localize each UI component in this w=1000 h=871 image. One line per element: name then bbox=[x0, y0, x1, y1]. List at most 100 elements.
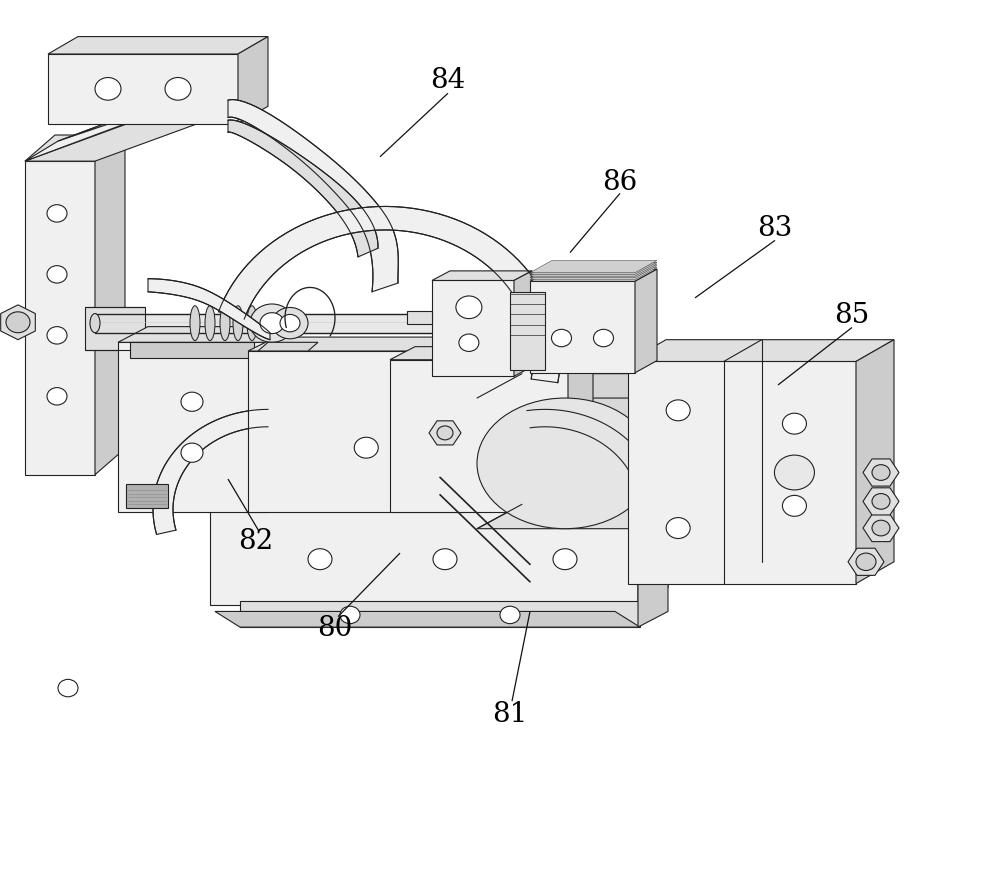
Ellipse shape bbox=[90, 314, 100, 333]
Circle shape bbox=[47, 327, 67, 344]
Circle shape bbox=[594, 329, 614, 347]
Circle shape bbox=[47, 205, 67, 222]
Polygon shape bbox=[215, 611, 640, 627]
Circle shape bbox=[6, 312, 30, 333]
Circle shape bbox=[433, 549, 457, 570]
Polygon shape bbox=[248, 337, 491, 351]
Circle shape bbox=[856, 553, 876, 571]
Circle shape bbox=[456, 296, 482, 319]
Polygon shape bbox=[530, 281, 635, 373]
Text: 84: 84 bbox=[430, 67, 466, 93]
Polygon shape bbox=[240, 601, 640, 627]
Polygon shape bbox=[432, 280, 514, 376]
Polygon shape bbox=[95, 314, 520, 333]
Ellipse shape bbox=[233, 306, 243, 341]
Polygon shape bbox=[228, 120, 378, 257]
Polygon shape bbox=[25, 89, 198, 161]
Text: 82: 82 bbox=[238, 529, 274, 555]
Ellipse shape bbox=[205, 306, 215, 341]
Circle shape bbox=[165, 78, 191, 100]
Polygon shape bbox=[635, 269, 657, 373]
Polygon shape bbox=[228, 99, 398, 292]
Text: 85: 85 bbox=[834, 302, 870, 328]
Polygon shape bbox=[530, 264, 657, 276]
Polygon shape bbox=[477, 504, 698, 529]
Text: 83: 83 bbox=[757, 215, 793, 241]
Polygon shape bbox=[608, 401, 668, 418]
Polygon shape bbox=[510, 292, 545, 370]
Text: 86: 86 bbox=[602, 170, 638, 196]
Circle shape bbox=[272, 307, 308, 339]
Polygon shape bbox=[248, 351, 463, 512]
Ellipse shape bbox=[261, 306, 271, 341]
Polygon shape bbox=[863, 488, 899, 515]
Polygon shape bbox=[219, 206, 560, 382]
Polygon shape bbox=[568, 347, 593, 512]
Circle shape bbox=[181, 392, 203, 411]
Polygon shape bbox=[266, 327, 296, 512]
Circle shape bbox=[782, 496, 806, 517]
Polygon shape bbox=[126, 484, 168, 508]
Polygon shape bbox=[25, 109, 238, 161]
Polygon shape bbox=[118, 342, 266, 512]
Polygon shape bbox=[258, 342, 318, 351]
Polygon shape bbox=[390, 360, 568, 512]
Polygon shape bbox=[863, 459, 899, 486]
Polygon shape bbox=[390, 347, 593, 360]
Circle shape bbox=[47, 266, 67, 283]
Polygon shape bbox=[530, 267, 657, 280]
Polygon shape bbox=[848, 548, 884, 576]
Polygon shape bbox=[48, 37, 268, 54]
Ellipse shape bbox=[247, 306, 257, 341]
Ellipse shape bbox=[522, 374, 698, 504]
Polygon shape bbox=[432, 271, 532, 280]
Circle shape bbox=[47, 388, 67, 405]
Ellipse shape bbox=[477, 398, 653, 529]
Circle shape bbox=[774, 455, 814, 490]
Circle shape bbox=[553, 549, 577, 570]
Polygon shape bbox=[530, 262, 657, 274]
Polygon shape bbox=[210, 490, 668, 510]
Polygon shape bbox=[58, 80, 238, 141]
Circle shape bbox=[552, 329, 572, 347]
Polygon shape bbox=[638, 490, 668, 605]
Polygon shape bbox=[85, 307, 145, 350]
Circle shape bbox=[340, 606, 360, 624]
Polygon shape bbox=[148, 279, 270, 340]
Circle shape bbox=[872, 494, 890, 510]
Polygon shape bbox=[118, 327, 296, 342]
Polygon shape bbox=[25, 135, 125, 161]
Polygon shape bbox=[514, 271, 532, 376]
Polygon shape bbox=[1, 305, 35, 340]
Polygon shape bbox=[130, 342, 254, 358]
Polygon shape bbox=[638, 401, 668, 627]
Circle shape bbox=[260, 313, 284, 334]
Circle shape bbox=[459, 334, 479, 352]
Circle shape bbox=[872, 520, 890, 536]
Polygon shape bbox=[477, 374, 698, 398]
Circle shape bbox=[354, 437, 378, 458]
Polygon shape bbox=[628, 340, 894, 361]
Circle shape bbox=[500, 606, 520, 624]
Circle shape bbox=[308, 549, 332, 570]
Ellipse shape bbox=[220, 306, 230, 341]
Polygon shape bbox=[407, 311, 432, 324]
Polygon shape bbox=[238, 37, 268, 124]
Circle shape bbox=[666, 400, 690, 421]
Polygon shape bbox=[463, 337, 491, 512]
Polygon shape bbox=[863, 515, 899, 542]
Polygon shape bbox=[25, 161, 95, 475]
Polygon shape bbox=[95, 135, 125, 475]
Polygon shape bbox=[48, 54, 238, 124]
Circle shape bbox=[181, 443, 203, 463]
Circle shape bbox=[872, 465, 890, 481]
Polygon shape bbox=[527, 409, 660, 535]
Ellipse shape bbox=[190, 306, 200, 341]
Polygon shape bbox=[210, 510, 638, 605]
Circle shape bbox=[95, 78, 121, 100]
Circle shape bbox=[280, 314, 300, 332]
Text: 81: 81 bbox=[492, 701, 528, 727]
Polygon shape bbox=[530, 269, 657, 281]
Text: 80: 80 bbox=[317, 616, 353, 642]
Polygon shape bbox=[530, 260, 657, 273]
